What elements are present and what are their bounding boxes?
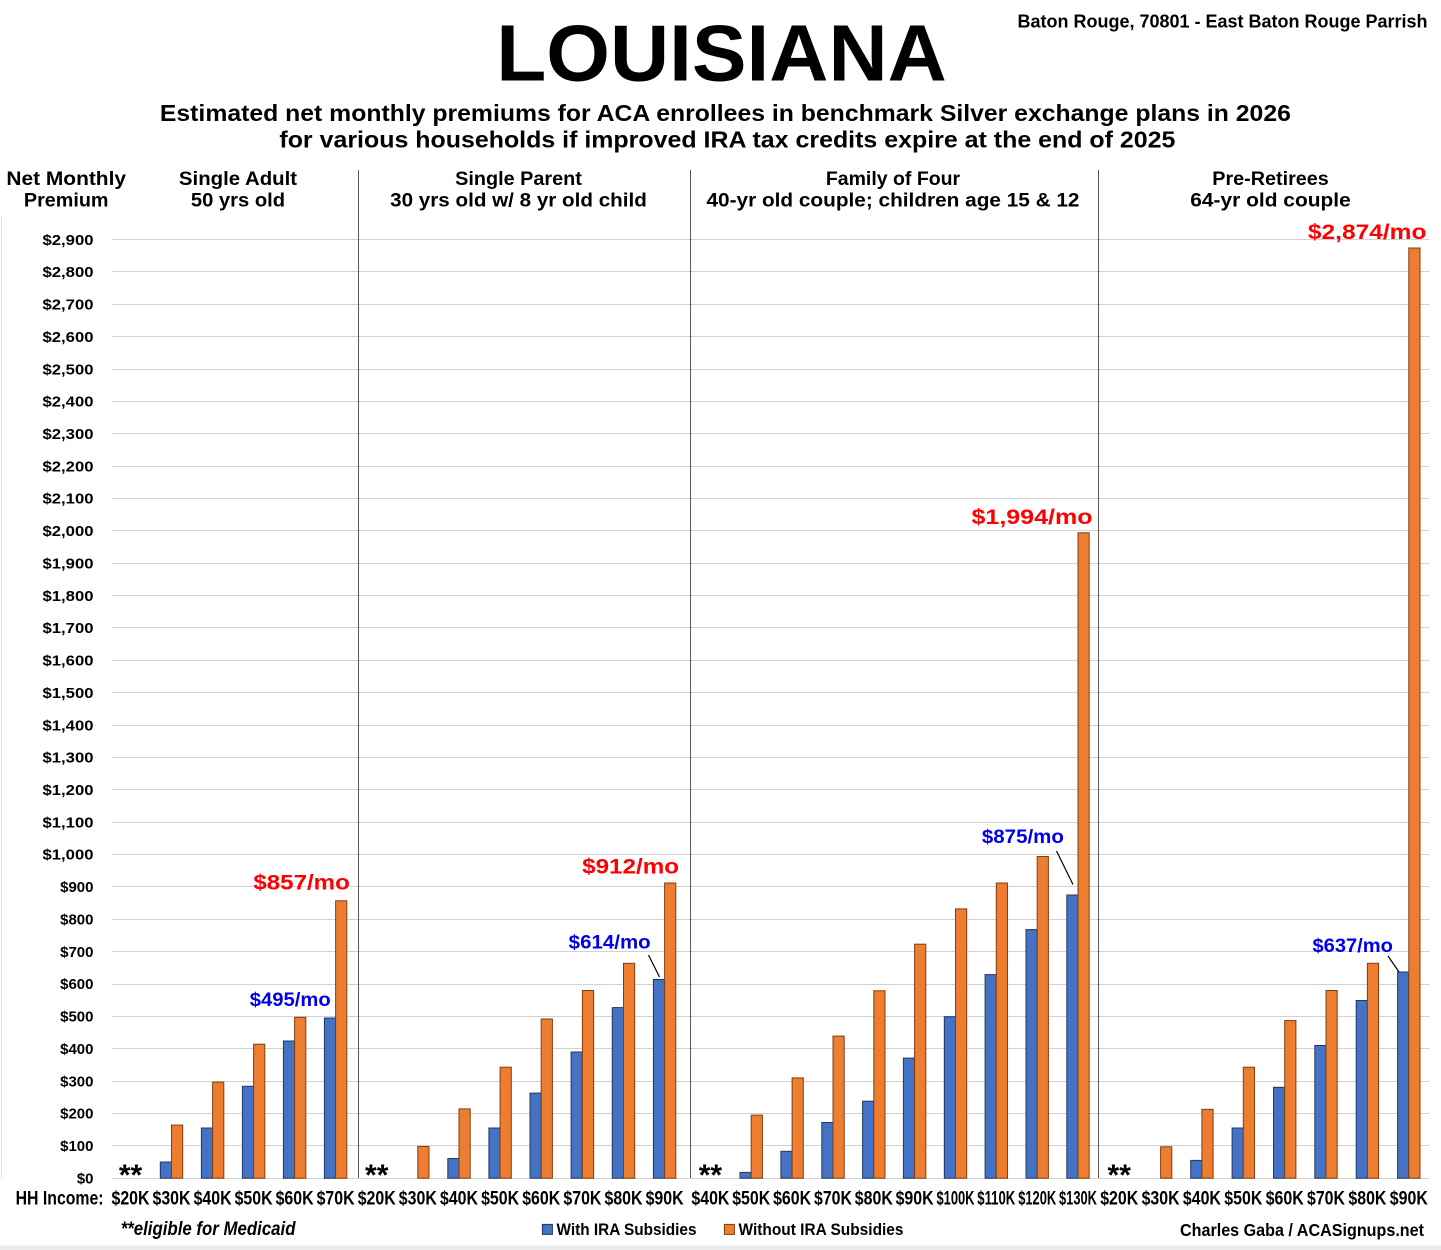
svg-text:**: ** bbox=[365, 1159, 389, 1192]
svg-text:$614/mo: $614/mo bbox=[569, 932, 651, 954]
svg-text:$637/mo: $637/mo bbox=[1313, 935, 1393, 957]
svg-text:$300: $300 bbox=[60, 1073, 93, 1090]
svg-text:$2,600: $2,600 bbox=[43, 329, 94, 346]
svg-text:**: ** bbox=[699, 1159, 723, 1192]
svg-text:$60K: $60K bbox=[773, 1189, 811, 1210]
svg-text:LOUISIANA: LOUISIANA bbox=[496, 9, 947, 98]
svg-text:$60K: $60K bbox=[276, 1189, 314, 1210]
svg-text:$70K: $70K bbox=[814, 1189, 852, 1210]
svg-text:$2,500: $2,500 bbox=[43, 361, 94, 378]
svg-text:Without IRA Subsidies: Without IRA Subsidies bbox=[739, 1221, 904, 1239]
svg-text:$800: $800 bbox=[60, 912, 93, 929]
svg-text:$90K: $90K bbox=[646, 1189, 684, 1210]
svg-text:$40K: $40K bbox=[1183, 1189, 1221, 1210]
svg-text:$130K: $130K bbox=[1059, 1189, 1097, 1210]
svg-text:$90K: $90K bbox=[1390, 1189, 1428, 1210]
svg-text:$1,300: $1,300 bbox=[43, 750, 94, 767]
svg-text:$100: $100 bbox=[60, 1138, 93, 1155]
svg-text:$875/mo: $875/mo bbox=[982, 826, 1064, 848]
svg-text:$1,500: $1,500 bbox=[43, 685, 94, 702]
svg-text:$30K: $30K bbox=[153, 1189, 191, 1210]
svg-text:$857/mo: $857/mo bbox=[253, 872, 349, 895]
svg-text:$50K: $50K bbox=[732, 1189, 770, 1210]
svg-text:$912/mo: $912/mo bbox=[582, 855, 679, 878]
svg-text:$50K: $50K bbox=[481, 1189, 519, 1210]
svg-text:**eligible for Medicaid: **eligible for Medicaid bbox=[121, 1219, 296, 1240]
svg-text:64-yr old couple: 64-yr old couple bbox=[1190, 191, 1351, 212]
svg-text:$40K: $40K bbox=[440, 1189, 478, 1210]
svg-text:50 yrs old: 50 yrs old bbox=[191, 191, 285, 212]
svg-text:$1,000: $1,000 bbox=[43, 847, 94, 864]
svg-text:$1,200: $1,200 bbox=[43, 782, 94, 799]
svg-text:HH Income:: HH Income: bbox=[16, 1189, 104, 1210]
svg-text:Premium: Premium bbox=[24, 191, 109, 212]
svg-text:$2,200: $2,200 bbox=[43, 458, 94, 475]
svg-text:$900: $900 bbox=[60, 879, 93, 896]
svg-text:$90K: $90K bbox=[896, 1189, 934, 1210]
svg-text:$1,700: $1,700 bbox=[43, 620, 94, 637]
svg-text:$500: $500 bbox=[60, 1009, 93, 1026]
svg-text:$20K: $20K bbox=[1100, 1189, 1138, 1210]
svg-text:$40K: $40K bbox=[691, 1189, 729, 1210]
svg-text:$2,300: $2,300 bbox=[43, 426, 94, 443]
svg-text:$1,900: $1,900 bbox=[43, 556, 94, 573]
svg-text:$1,400: $1,400 bbox=[43, 717, 94, 734]
svg-text:$600: $600 bbox=[60, 976, 93, 993]
svg-text:$60K: $60K bbox=[522, 1189, 560, 1210]
svg-text:$70K: $70K bbox=[317, 1189, 355, 1210]
svg-text:$0: $0 bbox=[77, 1170, 94, 1187]
svg-text:$200: $200 bbox=[60, 1106, 93, 1123]
svg-text:40-yr old couple; children age: 40-yr old couple; children age 15 & 12 bbox=[707, 191, 1080, 212]
svg-text:$110K: $110K bbox=[977, 1189, 1015, 1210]
svg-text:$1,600: $1,600 bbox=[43, 653, 94, 670]
svg-text:$495/mo: $495/mo bbox=[250, 989, 331, 1011]
svg-text:**: ** bbox=[1108, 1159, 1132, 1192]
svg-text:$2,000: $2,000 bbox=[43, 523, 94, 540]
svg-text:$80K: $80K bbox=[605, 1189, 643, 1210]
svg-text:$60K: $60K bbox=[1266, 1189, 1304, 1210]
svg-text:30 yrs old w/ 8 yr old child: 30 yrs old w/ 8 yr old child bbox=[390, 191, 647, 212]
svg-text:$80K: $80K bbox=[1348, 1189, 1386, 1210]
svg-text:$70K: $70K bbox=[1307, 1189, 1345, 1210]
svg-text:Estimated net monthly premiums: Estimated net monthly premiums for ACA e… bbox=[160, 100, 1291, 126]
svg-text:Net Monthly: Net Monthly bbox=[6, 169, 126, 190]
svg-text:$2,874/mo: $2,874/mo bbox=[1308, 221, 1427, 244]
svg-text:Single Adult: Single Adult bbox=[179, 169, 298, 190]
svg-text:$1,994/mo: $1,994/mo bbox=[972, 506, 1093, 529]
svg-text:Pre-Retirees: Pre-Retirees bbox=[1212, 169, 1329, 190]
svg-text:$20K: $20K bbox=[112, 1189, 150, 1210]
svg-text:**: ** bbox=[119, 1159, 143, 1192]
svg-text:$30K: $30K bbox=[399, 1189, 437, 1210]
svg-text:$20K: $20K bbox=[358, 1189, 396, 1210]
svg-text:Baton Rouge, 70801 - East Bato: Baton Rouge, 70801 - East Baton Rouge Pa… bbox=[1018, 11, 1428, 32]
svg-text:Family of Four: Family of Four bbox=[826, 169, 961, 190]
svg-text:$50K: $50K bbox=[1224, 1189, 1262, 1210]
svg-text:for various households if impr: for various households if improved IRA t… bbox=[279, 126, 1175, 152]
svg-text:$120K: $120K bbox=[1018, 1189, 1056, 1210]
svg-text:$100K: $100K bbox=[937, 1189, 975, 1210]
svg-text:$70K: $70K bbox=[563, 1189, 601, 1210]
svg-text:$700: $700 bbox=[60, 944, 93, 961]
svg-text:$2,900: $2,900 bbox=[43, 232, 94, 249]
svg-text:With IRA Subsidies: With IRA Subsidies bbox=[557, 1221, 697, 1239]
svg-text:$2,700: $2,700 bbox=[43, 297, 94, 314]
svg-text:$2,800: $2,800 bbox=[43, 264, 94, 281]
svg-text:$50K: $50K bbox=[235, 1189, 273, 1210]
svg-text:$80K: $80K bbox=[855, 1189, 893, 1210]
svg-text:$2,100: $2,100 bbox=[43, 491, 94, 508]
svg-text:$40K: $40K bbox=[194, 1189, 232, 1210]
svg-text:$2,400: $2,400 bbox=[43, 394, 94, 411]
svg-text:$30K: $30K bbox=[1142, 1189, 1180, 1210]
svg-text:Single Parent: Single Parent bbox=[455, 169, 583, 190]
svg-text:Charles Gaba / ACASignups.net: Charles Gaba / ACASignups.net bbox=[1180, 1220, 1424, 1240]
svg-text:$1,100: $1,100 bbox=[43, 814, 94, 831]
svg-text:$400: $400 bbox=[60, 1041, 93, 1058]
svg-text:$1,800: $1,800 bbox=[43, 588, 94, 605]
